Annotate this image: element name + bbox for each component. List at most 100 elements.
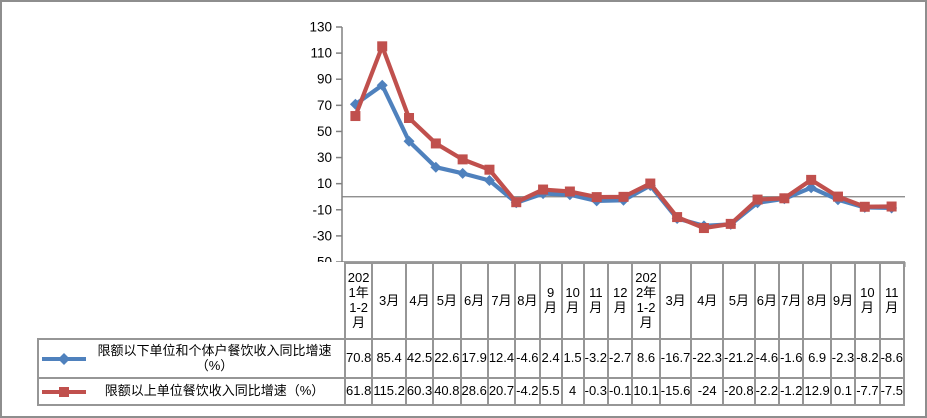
series1-value-cell-7: 2.4 — [540, 340, 561, 377]
series1-value-cell-13: -22.3 — [692, 340, 723, 377]
series-1-marker — [832, 191, 843, 202]
series-1-marker — [806, 174, 817, 185]
series-0-marker — [430, 161, 442, 173]
series2-value-cell-14: -20.8 — [724, 379, 754, 404]
category-cell-1: 3月 — [373, 264, 405, 338]
series-1-marker — [484, 164, 495, 175]
series2-value-cell-3: 40.8 — [434, 379, 460, 404]
blue-diamond-series-icon — [42, 352, 86, 365]
series1-value-cell-17: 6.9 — [804, 340, 830, 377]
series1-value-cell-11: 8.6 — [633, 340, 659, 377]
y-axis-tick-label: -30 — [312, 228, 332, 243]
series-1-marker — [672, 212, 683, 223]
series1-value-cell-12: -16.7 — [660, 340, 691, 377]
category-cell-10: 12月 — [609, 264, 632, 338]
series2-value-cell-18: 0.1 — [831, 379, 855, 404]
series-0-marker — [403, 135, 415, 147]
series-1-marker — [779, 193, 790, 204]
category-cell-14: 5月 — [724, 264, 754, 338]
series2-value-cell-4: 28.6 — [461, 379, 487, 404]
data-table: 2021年1-2月 3月 4月 5月 6月 7月 8月 9月 10月 11月 12月 2022年1-2… — [37, 262, 905, 406]
series-1-marker — [725, 218, 736, 229]
series-1-marker — [457, 154, 468, 165]
y-axis-tick-label: 130 — [309, 20, 332, 35]
series2-value-cell-13: -24 — [692, 379, 723, 404]
series-1-marker — [645, 178, 656, 189]
category-cell-19: 10月 — [856, 264, 879, 338]
series-1-marker — [886, 201, 897, 212]
series1-value-cell-19: -8.2 — [856, 340, 879, 377]
series2-value-cell-5: 20.7 — [488, 379, 515, 404]
y-axis-tick-label: 30 — [317, 150, 332, 165]
red-square-series-icon — [42, 386, 86, 398]
series2-value-cell-1: 115.2 — [373, 379, 405, 404]
series1-value-cell-10: -2.7 — [609, 340, 632, 377]
series-0-marker — [376, 79, 388, 91]
series-1-marker — [404, 112, 415, 123]
series1-value-cell-18: -2.3 — [831, 340, 855, 377]
legend-label-below-limit: 限额以下单位和个体户餐饮收入同比增速（%） — [97, 342, 332, 373]
category-cell-6: 8月 — [516, 264, 539, 338]
series-1-marker — [538, 184, 549, 195]
y-axis-tick-label: -10 — [312, 202, 332, 217]
category-cell-0: 2021年1-2月 — [346, 264, 372, 338]
series1-value-cell-9: -3.2 — [584, 340, 608, 377]
series2-value-cell-10: -0.1 — [609, 379, 632, 404]
category-cell-11: 2022年1-2月 — [633, 264, 659, 338]
series1-value-cell-0: 70.8 — [346, 340, 372, 377]
category-cell-7: 9月 — [540, 264, 561, 338]
series-1-marker — [618, 191, 629, 202]
series-1-group — [350, 41, 897, 234]
series-1-marker — [350, 111, 361, 122]
series1-value-cell-6: -4.6 — [516, 340, 539, 377]
series-1-marker — [511, 197, 522, 208]
category-cell-4: 6月 — [461, 264, 487, 338]
series1-value-cell-3: 22.6 — [434, 340, 460, 377]
series2-value-cell-20: -7.5 — [880, 379, 903, 404]
category-cell-13: 4月 — [692, 264, 723, 338]
legend-series-above-limit: 限额以上单位餐饮收入同比增速（%） — [39, 379, 344, 404]
series2-value-cell-7: 5.5 — [540, 379, 561, 404]
category-cell-18: 9月 — [831, 264, 855, 338]
legend-series-below-limit: 限额以下单位和个体户餐饮收入同比增速（%） — [39, 340, 344, 377]
series2-value-cell-11: 10.1 — [633, 379, 659, 404]
series-1-marker — [564, 186, 575, 197]
series-1-marker — [377, 41, 388, 52]
series1-value-cell-8: 1.5 — [562, 340, 583, 377]
series2-value-cell-16: -1.2 — [780, 379, 803, 404]
series-1-marker — [752, 194, 763, 205]
series-0-group — [349, 79, 898, 232]
series-1-marker — [591, 192, 602, 203]
series1-value-cell-14: -21.2 — [724, 340, 754, 377]
series2-value-cell-8: 4 — [562, 379, 583, 404]
series1-value-cell-1: 85.4 — [373, 340, 405, 377]
series2-value-cell-15: -2.2 — [755, 379, 779, 404]
series-1-marker — [859, 201, 870, 212]
series2-value-cell-0: 61.8 — [346, 379, 372, 404]
category-cell-9: 11月 — [584, 264, 608, 338]
table-corner-spacer — [37, 262, 344, 338]
series2-value-cell-9: -0.3 — [584, 379, 608, 404]
y-axis-tick-label: 10 — [317, 176, 332, 191]
category-cell-5: 7月 — [488, 264, 515, 338]
category-cell-8: 10月 — [562, 264, 583, 338]
legend-label-above-limit: 限额以上单位餐饮收入同比增速（%） — [104, 383, 325, 399]
series2-value-cell-2: 60.3 — [406, 379, 433, 404]
category-cell-16: 7月 — [780, 264, 803, 338]
series1-value-cell-5: 12.4 — [488, 340, 515, 377]
series2-value-cell-6: -4.2 — [516, 379, 539, 404]
y-axis-tick-label: 70 — [317, 98, 332, 113]
series1-value-cell-20: -8.6 — [880, 340, 903, 377]
category-cell-20: 11月 — [880, 264, 903, 338]
series-0-marker — [457, 167, 469, 179]
series-1-marker — [430, 138, 441, 149]
series1-value-cell-2: 42.5 — [406, 340, 433, 377]
category-cell-15: 6月 — [755, 264, 779, 338]
category-cell-3: 5月 — [434, 264, 460, 338]
category-cell-2: 4月 — [406, 264, 433, 338]
y-axis-tick-label: 110 — [310, 46, 332, 61]
series1-value-cell-16: -1.6 — [780, 340, 803, 377]
y-axis-tick-label: 90 — [317, 72, 332, 87]
category-cell-17: 8月 — [804, 264, 830, 338]
